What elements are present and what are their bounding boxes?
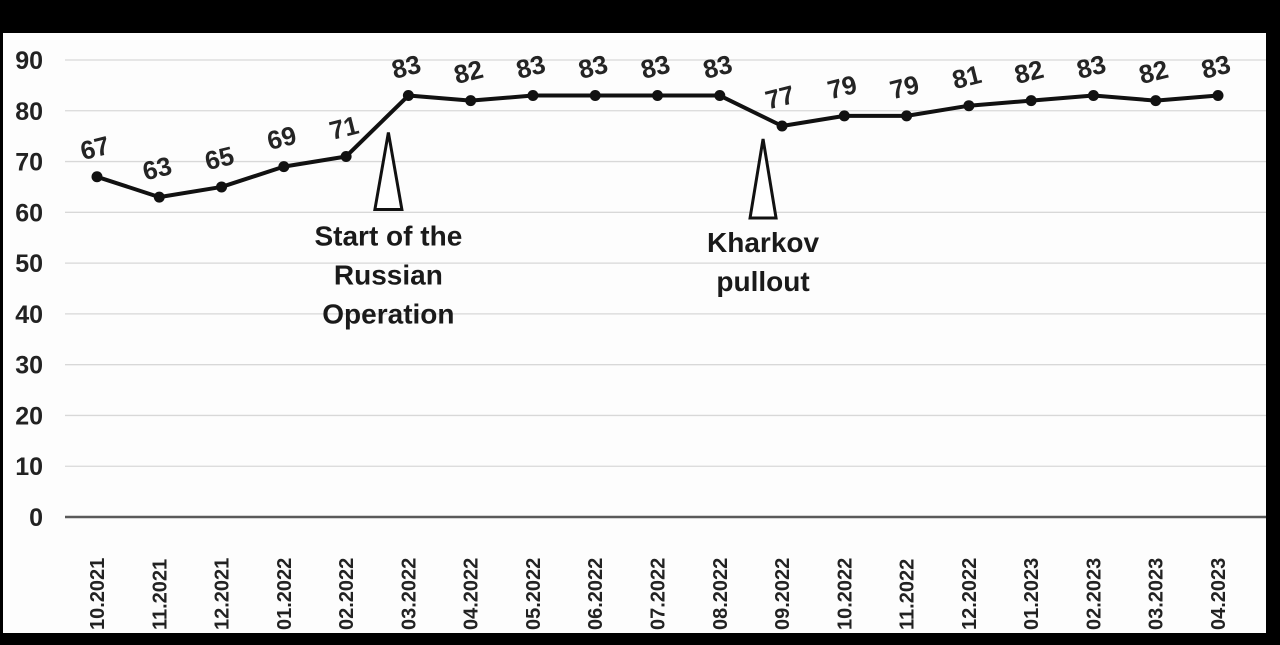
y-tick-label: 60 bbox=[15, 199, 43, 227]
x-tick-label: 03.2023 bbox=[1146, 558, 1168, 630]
data-point bbox=[652, 90, 663, 102]
data-label: 77 bbox=[762, 79, 797, 115]
x-tick-label: 08.2022 bbox=[710, 558, 732, 630]
data-point bbox=[91, 171, 103, 183]
annotation-text-line: pullout bbox=[716, 266, 809, 297]
data-label: 82 bbox=[1136, 54, 1171, 90]
data-label: 83 bbox=[575, 49, 610, 85]
data-point bbox=[340, 150, 352, 162]
data-label: 83 bbox=[638, 49, 673, 85]
data-point bbox=[901, 110, 913, 122]
data-point bbox=[278, 161, 290, 173]
data-point bbox=[776, 120, 788, 132]
y-tick-label: 50 bbox=[15, 250, 43, 278]
data-point bbox=[1087, 90, 1099, 102]
data-label: 83 bbox=[389, 49, 424, 85]
x-tick-label: 07.2022 bbox=[648, 558, 670, 630]
x-tick-label: 02.2022 bbox=[336, 558, 358, 630]
data-label: 79 bbox=[824, 69, 859, 105]
data-label: 83 bbox=[1074, 49, 1109, 85]
chart-area: 0 10 20 30 40 50 60 70 80 90 67 63 65 69 71 83 82 83 83 83 8… bbox=[3, 33, 1266, 633]
x-tick-label: 04.2022 bbox=[461, 558, 483, 630]
data-point bbox=[1025, 95, 1037, 107]
data-point bbox=[963, 100, 975, 112]
data-point bbox=[714, 90, 726, 102]
data-point bbox=[216, 181, 228, 193]
y-tick-label: 40 bbox=[15, 301, 43, 329]
annotation-arrow bbox=[748, 138, 778, 220]
x-tick-label: 11.2021 bbox=[149, 559, 171, 630]
data-label: 65 bbox=[202, 140, 237, 176]
x-tick-label: 01.2022 bbox=[274, 558, 296, 630]
data-label: 83 bbox=[700, 49, 735, 85]
y-tick-label: 0 bbox=[29, 504, 43, 532]
data-label: 82 bbox=[1011, 54, 1046, 90]
x-tick-label: 01.2023 bbox=[1021, 558, 1043, 630]
x-tick-label: 12.2021 bbox=[212, 558, 234, 630]
trust-rating-line-chart: 0 10 20 30 40 50 60 70 80 90 67 63 65 69 71 83 82 83 83 83 8… bbox=[15, 47, 1266, 630]
x-tick-label: 02.2023 bbox=[1083, 558, 1105, 630]
x-tick-label: 05.2022 bbox=[523, 558, 545, 630]
y-tick-label: 10 bbox=[15, 453, 43, 481]
annotation-text-line: Start of the bbox=[314, 221, 462, 252]
x-tick-label: 11.2022 bbox=[897, 559, 919, 630]
data-label: 83 bbox=[1198, 49, 1233, 85]
data-point bbox=[402, 90, 414, 102]
y-tick-label: 80 bbox=[15, 98, 43, 126]
data-point bbox=[1212, 90, 1224, 102]
x-tick-label: 04.2023 bbox=[1208, 558, 1230, 630]
data-label: 67 bbox=[77, 130, 112, 166]
y-tick-label: 70 bbox=[15, 149, 43, 177]
data-label: 83 bbox=[513, 49, 548, 85]
x-tick-label: 09.2022 bbox=[772, 558, 794, 630]
annotation-text-line: Operation bbox=[322, 299, 454, 330]
data-label: 71 bbox=[326, 110, 361, 146]
x-tick-label: 10.2021 bbox=[87, 558, 109, 630]
data-point bbox=[465, 95, 477, 107]
annotation-text-line: Russian bbox=[334, 260, 443, 291]
data-point bbox=[589, 90, 601, 102]
data-label: 69 bbox=[264, 120, 299, 156]
data-label: 63 bbox=[139, 150, 174, 186]
data-point bbox=[838, 110, 850, 122]
annotation-arrow bbox=[373, 132, 404, 212]
data-point bbox=[1150, 95, 1162, 107]
data-point bbox=[153, 191, 165, 203]
data-label: 79 bbox=[887, 69, 922, 105]
data-point bbox=[527, 90, 539, 102]
y-tick-label: 20 bbox=[15, 402, 43, 430]
y-tick-label: 90 bbox=[15, 47, 43, 75]
x-tick-label: 03.2022 bbox=[398, 558, 420, 630]
data-label: 82 bbox=[451, 54, 486, 90]
x-tick-label: 06.2022 bbox=[585, 558, 607, 630]
x-tick-label: 12.2022 bbox=[959, 558, 981, 630]
x-tick-label: 10.2022 bbox=[834, 558, 856, 630]
annotation-text-line: Kharkov bbox=[707, 227, 819, 258]
y-tick-label: 30 bbox=[15, 352, 43, 380]
data-label: 81 bbox=[949, 59, 984, 95]
